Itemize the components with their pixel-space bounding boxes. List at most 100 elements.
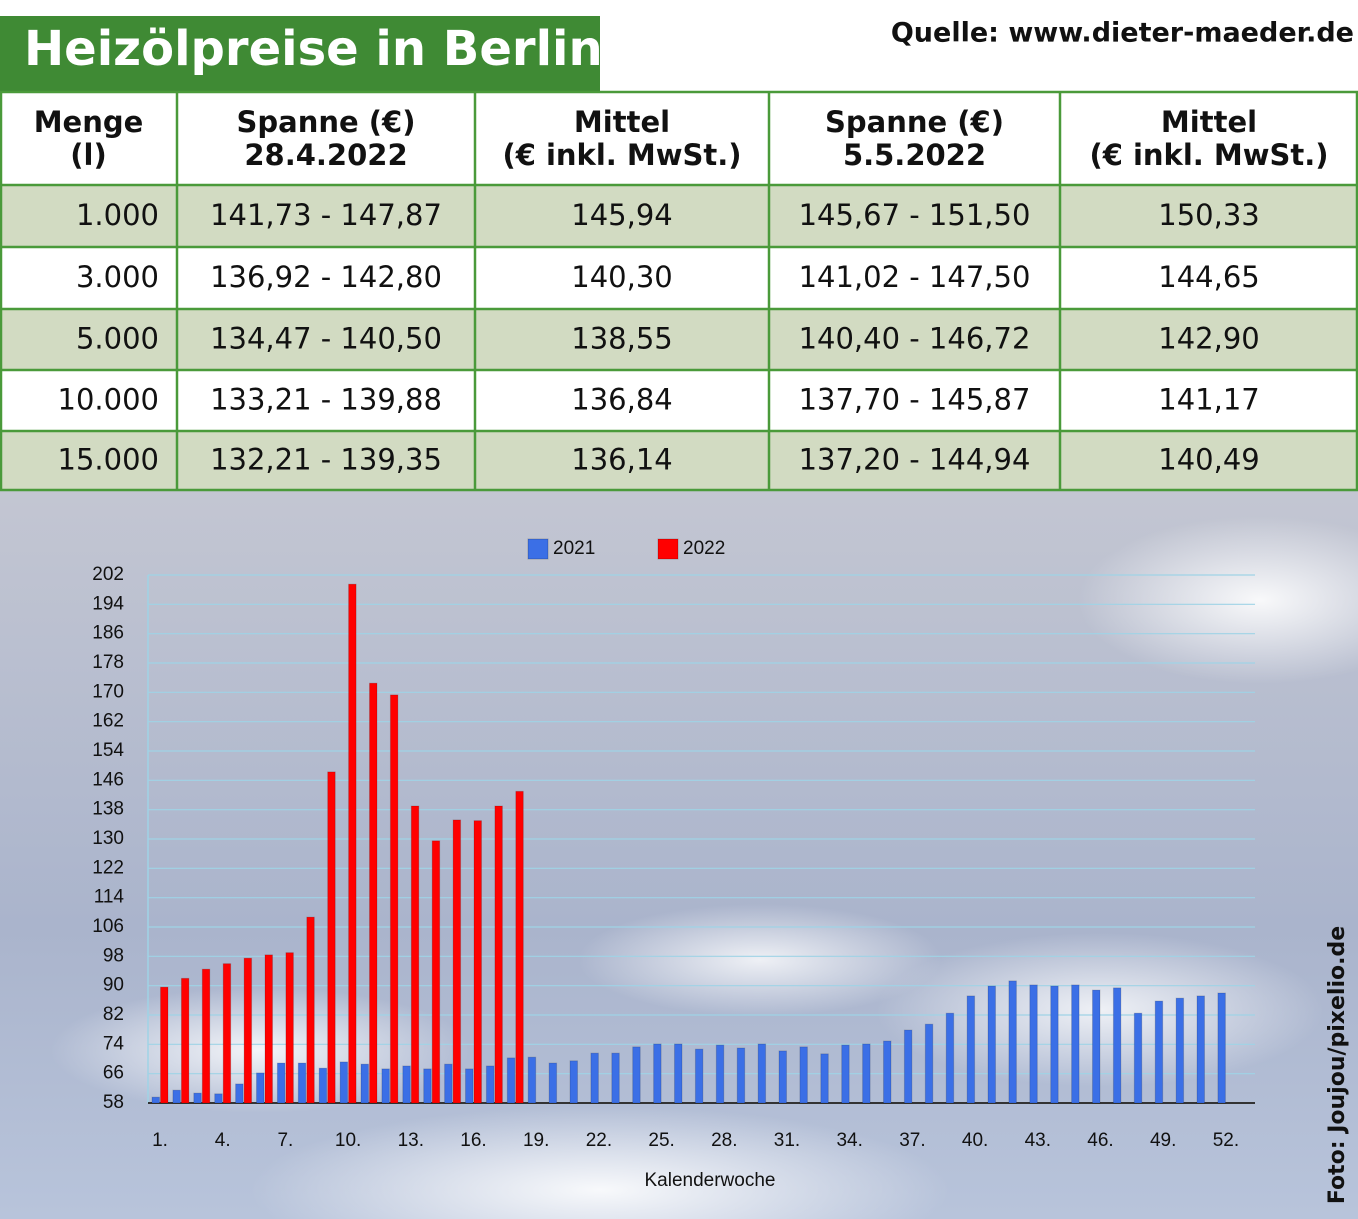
bar <box>653 1043 662 1104</box>
bar <box>452 819 462 1104</box>
header-cell: Mittel <box>574 105 670 139</box>
x-tick-label: 13. <box>398 1130 424 1151</box>
table-cell: 145,94 <box>571 198 672 232</box>
y-tick-label: 186 <box>92 623 124 644</box>
bar <box>193 1092 202 1104</box>
bar <box>862 1043 871 1104</box>
bar <box>1112 987 1122 1104</box>
bar <box>485 1065 495 1104</box>
header-cell: Mittel <box>1161 105 1257 139</box>
bar <box>222 963 232 1104</box>
x-tick-label: 52. <box>1213 1130 1239 1151</box>
x-tick-label: 25. <box>648 1130 674 1151</box>
table-cell: 134,47 - 140,50 <box>210 322 442 356</box>
bar <box>1008 980 1017 1104</box>
bar <box>1217 992 1226 1104</box>
header-cell: (l) <box>70 138 106 172</box>
bar <box>151 1096 160 1104</box>
table-cell: 140,49 <box>1158 443 1259 477</box>
source: Quelle: www.dieter-maeder.de <box>891 18 1354 49</box>
bar <box>402 1065 411 1104</box>
x-tick-label: 22. <box>586 1130 612 1151</box>
header-cell: (€ inkl. MwSt.) <box>502 138 741 172</box>
table-cell: 137,20 - 144,94 <box>799 443 1031 477</box>
bar <box>1133 1012 1143 1104</box>
table-cell: 136,84 <box>571 383 672 417</box>
x-tick-label: 43. <box>1025 1130 1051 1151</box>
bar <box>431 840 441 1104</box>
bar <box>285 952 294 1104</box>
bar <box>515 790 524 1104</box>
x-tick-label: 40. <box>962 1130 988 1151</box>
table-cell: 144,65 <box>1158 260 1259 294</box>
bar <box>736 1047 746 1104</box>
bar <box>243 957 253 1104</box>
y-tick-label: 106 <box>92 916 124 937</box>
header-cell: 28.4.2022 <box>244 138 407 172</box>
bar <box>694 1048 704 1104</box>
table-cell: 5.000 <box>76 322 159 356</box>
bar <box>235 1083 244 1104</box>
y-tick-label: 130 <box>92 828 124 849</box>
table-cell: 136,92 - 142,80 <box>210 260 442 294</box>
bar <box>883 1040 892 1104</box>
bar <box>369 682 378 1104</box>
y-tick-label: 98 <box>103 945 124 966</box>
bar <box>172 1089 181 1104</box>
y-tick-label: 74 <box>103 1033 125 1054</box>
bar <box>1071 984 1080 1104</box>
bar <box>1029 984 1038 1104</box>
legend-swatch <box>657 538 679 560</box>
bar <box>590 1052 599 1104</box>
table-cell: 10.000 <box>58 383 159 417</box>
table-cell: 132,21 - 139,35 <box>210 443 442 477</box>
bar <box>569 1060 578 1104</box>
bar <box>327 771 336 1104</box>
bar <box>306 916 315 1104</box>
table-cell: 141,02 - 147,50 <box>799 260 1031 294</box>
legend-swatch <box>527 538 549 560</box>
bar <box>715 1044 725 1104</box>
bar <box>903 1029 913 1104</box>
x-tick-label: 16. <box>460 1130 486 1151</box>
x-tick-label: 4. <box>215 1130 231 1151</box>
y-tick-label: 58 <box>103 1092 124 1113</box>
x-tick-label: 46. <box>1087 1130 1113 1151</box>
header-cell: Spanne (€) <box>237 105 416 139</box>
x-tick-label: 10. <box>335 1130 361 1151</box>
x-tick-label: 19. <box>523 1130 549 1151</box>
header-cell: Spanne (€) <box>825 105 1004 139</box>
y-tick-label: 162 <box>92 711 124 732</box>
table-cell: 145,67 - 151,50 <box>799 198 1031 232</box>
bar <box>611 1052 620 1104</box>
bar <box>360 1063 369 1104</box>
y-tick-label: 170 <box>92 681 124 702</box>
x-tick-label: 49. <box>1150 1130 1176 1151</box>
row-background <box>0 309 1358 370</box>
bar <box>632 1046 641 1104</box>
bar <box>1175 997 1185 1104</box>
photo-credit: Foto: Joujou/pixelio.de <box>1325 926 1350 1204</box>
header-cell: Menge <box>34 105 144 139</box>
y-tick-label: 154 <box>92 740 124 761</box>
x-tick-label: 37. <box>899 1130 925 1151</box>
header-cell: 5.5.2022 <box>843 138 986 172</box>
bar <box>506 1057 516 1104</box>
table-cell: 140,30 <box>571 260 672 294</box>
table-cell: 138,55 <box>571 322 672 356</box>
bar <box>473 820 482 1104</box>
bar <box>180 977 190 1104</box>
bar <box>841 1044 850 1104</box>
y-tick-label: 202 <box>92 564 124 585</box>
table-cell: 133,21 - 139,88 <box>210 383 442 417</box>
x-tick-label: 28. <box>711 1130 737 1151</box>
bar <box>423 1068 432 1104</box>
bar <box>966 995 976 1104</box>
title-box <box>0 16 600 92</box>
bar <box>527 1056 537 1104</box>
x-axis-title: Kalenderwoche <box>645 1170 776 1191</box>
bar <box>778 1050 787 1104</box>
bar <box>820 1053 829 1104</box>
